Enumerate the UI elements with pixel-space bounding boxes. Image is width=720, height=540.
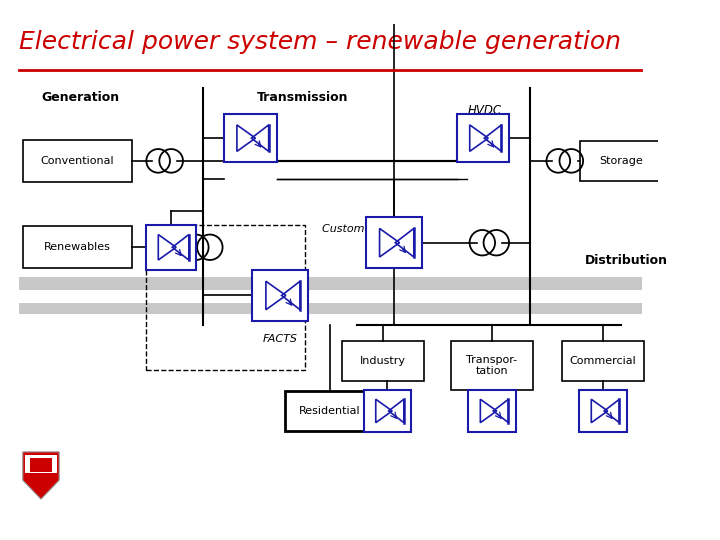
Text: Conventional: Conventional — [40, 156, 114, 166]
Bar — [145, 225, 305, 370]
Text: HVDC: HVDC — [468, 104, 502, 117]
Bar — [580, 141, 662, 181]
Bar — [224, 114, 276, 162]
Bar — [342, 341, 424, 381]
Text: Renewables: Renewables — [44, 242, 111, 252]
Text: Transmission: Transmission — [257, 91, 348, 104]
Bar — [19, 277, 642, 314]
Bar — [23, 226, 132, 268]
Polygon shape — [23, 452, 59, 499]
Bar — [146, 225, 196, 270]
Text: Industry: Industry — [360, 356, 406, 366]
Text: Commercial: Commercial — [570, 356, 636, 366]
Bar — [366, 217, 422, 268]
Bar — [469, 390, 516, 432]
Bar — [456, 114, 509, 162]
Bar — [252, 270, 308, 321]
Bar — [284, 391, 376, 431]
Bar — [24, 455, 58, 473]
Bar — [562, 341, 644, 381]
Text: Transpor-
tation: Transpor- tation — [467, 355, 518, 376]
Text: Residential: Residential — [300, 406, 361, 416]
Text: Distribution: Distribution — [585, 254, 668, 267]
Bar — [364, 390, 411, 432]
Text: Electrical power system – renewable generation: Electrical power system – renewable gene… — [19, 30, 621, 53]
Bar — [580, 390, 626, 432]
Bar — [19, 290, 642, 303]
Bar — [30, 457, 52, 472]
Text: Custom Power: Custom Power — [322, 224, 402, 234]
Bar — [23, 140, 132, 182]
Bar — [451, 341, 533, 390]
Text: Generation: Generation — [41, 91, 119, 104]
Text: FACTS: FACTS — [263, 334, 297, 343]
Text: Storage: Storage — [599, 156, 643, 166]
